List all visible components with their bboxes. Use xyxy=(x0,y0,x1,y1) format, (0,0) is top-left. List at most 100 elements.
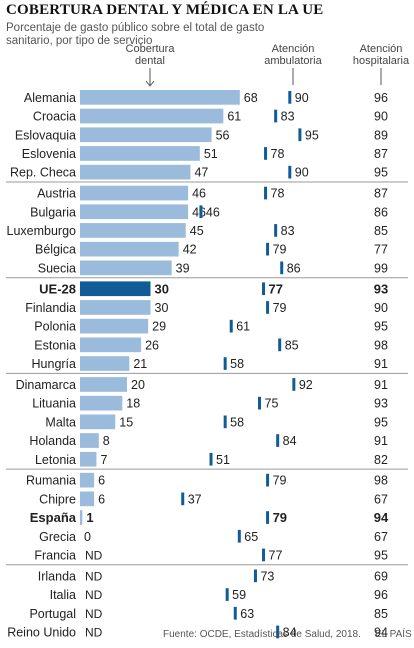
dental-value-label: 18 xyxy=(126,397,140,411)
dental-value-label: 30 xyxy=(155,281,169,296)
ambulatory-marker xyxy=(209,452,213,466)
source-note: Fuente: OCDE, Estadísticas de Salud, 201… xyxy=(163,629,361,640)
ambulatory-marker xyxy=(298,128,302,142)
dental-value-label: 47 xyxy=(194,166,208,180)
dental-bar xyxy=(80,108,224,124)
ambulatory-marker xyxy=(199,205,203,219)
dental-bar xyxy=(80,451,97,467)
hospital-value-label: 91 xyxy=(374,357,388,371)
dental-value-label: 39 xyxy=(176,261,190,275)
dental-value-label: ND xyxy=(85,588,103,602)
country-label: Croacia xyxy=(33,110,76,124)
ambulatory-value-label: 83 xyxy=(281,110,295,124)
hospital-value-label: 91 xyxy=(374,434,388,448)
dental-bar xyxy=(80,491,95,507)
dental-bar xyxy=(80,395,123,411)
dental-bar xyxy=(80,146,200,161)
ambulatory-value-label: 37 xyxy=(188,492,202,506)
ambulatory-value-label: 86 xyxy=(287,261,301,275)
hospital-value-label: 94 xyxy=(374,625,388,639)
ambulatory-value-label: 90 xyxy=(295,166,309,180)
ambulatory-value-label: 79 xyxy=(273,510,287,525)
dental-bar xyxy=(80,204,189,220)
country-label: Bélgica xyxy=(35,243,76,257)
country-label: Alemania xyxy=(24,91,76,105)
ambulatory-value-label: 58 xyxy=(230,357,244,371)
ambulatory-marker xyxy=(264,186,268,200)
country-label: Hungría xyxy=(32,357,77,371)
dental-bar xyxy=(80,223,186,238)
dental-value-label: ND xyxy=(85,569,103,583)
hospital-value-label: 90 xyxy=(374,301,388,315)
hospital-value-label: 96 xyxy=(374,91,388,105)
dental-value-label: 0 xyxy=(84,530,91,544)
dental-bar xyxy=(80,318,149,334)
ambulatory-marker xyxy=(223,357,227,370)
ambulatory-value-label: 84 xyxy=(283,434,297,448)
hospital-value-label: 93 xyxy=(374,281,388,296)
country-label: Letonia xyxy=(35,453,76,467)
dental-bar xyxy=(80,300,151,315)
dental-value-label: 7 xyxy=(100,453,107,467)
country-label: Grecia xyxy=(39,530,76,544)
ambulatory-value-label: 95 xyxy=(305,128,319,142)
ambulatory-marker xyxy=(276,625,280,639)
dental-value-label: 8 xyxy=(103,434,110,448)
ambulatory-value-label: 63 xyxy=(240,607,254,621)
dental-bar xyxy=(80,414,116,430)
hospital-value-label: 91 xyxy=(374,378,388,392)
hospital-value-label: 95 xyxy=(374,166,388,180)
ambulatory-value-label: 79 xyxy=(273,243,287,257)
ambulatory-marker xyxy=(292,378,296,391)
hospital-value-label: 98 xyxy=(374,474,388,488)
dental-value-label: 26 xyxy=(145,338,159,352)
dental-bar xyxy=(80,241,179,257)
dental-value-label: 15 xyxy=(119,415,133,429)
ambulatory-value-label: 84 xyxy=(283,625,297,639)
country-label: Austria xyxy=(37,187,76,201)
ambulatory-value-label: 83 xyxy=(281,224,295,238)
hospital-value-label: 95 xyxy=(374,320,388,334)
hospital-value-label: 69 xyxy=(374,569,388,583)
chart-title: COBERTURA DENTAL Y MÉDICA EN LA UE xyxy=(6,2,324,18)
hospital-value-label: 89 xyxy=(374,128,388,142)
hospital-value-label: 87 xyxy=(374,187,388,201)
dental-value-label: 46 xyxy=(192,205,206,219)
country-label: Italia xyxy=(50,588,76,602)
brand-label: EL PAÍS xyxy=(375,629,412,640)
hospital-value-label: 95 xyxy=(374,415,388,429)
dental-bar xyxy=(80,164,191,180)
column-header-ambulatory-line2: ambulatoria xyxy=(264,55,322,67)
ambulatory-value-label: 90 xyxy=(295,91,309,105)
hospital-value-label: 77 xyxy=(374,243,388,257)
dental-value-label: 20 xyxy=(131,378,145,392)
dental-value-label: 51 xyxy=(204,147,218,161)
ambulatory-marker xyxy=(288,165,292,179)
ambulatory-marker xyxy=(229,319,233,333)
ambulatory-marker xyxy=(264,147,268,160)
hospital-value-label: 82 xyxy=(374,453,388,467)
ambulatory-value-label: 61 xyxy=(236,320,250,334)
hospital-value-label: 95 xyxy=(374,548,388,562)
dental-value-label: 46 xyxy=(192,187,206,201)
ambulatory-value-label: 78 xyxy=(271,147,285,161)
country-label: Chipre xyxy=(39,492,76,506)
ambulatory-marker xyxy=(274,109,278,123)
ambulatory-marker xyxy=(262,282,266,296)
dental-bar xyxy=(80,337,142,353)
country-label: Malta xyxy=(45,415,76,429)
hospital-value-label: 87 xyxy=(374,147,388,161)
dental-bar xyxy=(80,472,95,488)
dental-bar xyxy=(80,90,240,105)
ambulatory-marker xyxy=(225,588,229,601)
hospital-value-label: 85 xyxy=(374,607,388,621)
ambulatory-marker xyxy=(266,511,270,524)
column-header-hospital-line2: hospitalaria xyxy=(353,55,410,67)
ambulatory-value-label: 51 xyxy=(216,453,230,467)
country-label: Rep. Checa xyxy=(10,166,76,180)
country-label: España xyxy=(30,510,77,525)
ambulatory-value-label: 79 xyxy=(273,301,287,315)
dental-value-label: ND xyxy=(85,607,103,621)
column-header-dental-line1: Cobertura xyxy=(126,43,176,55)
